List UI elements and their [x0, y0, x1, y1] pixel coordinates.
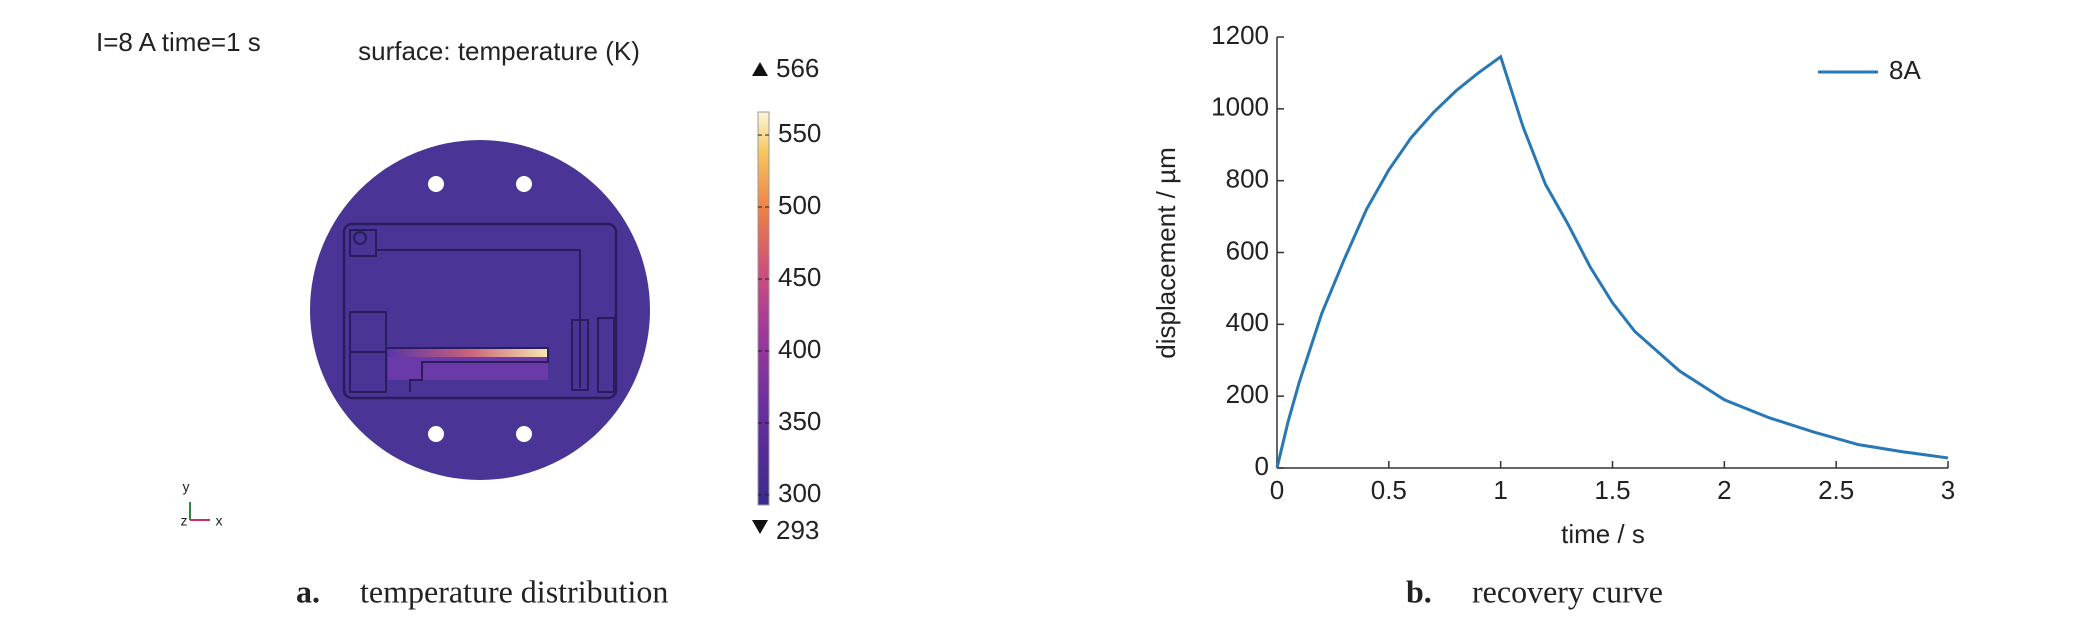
- data-line: [1275, 54, 1949, 469]
- colorbar: [757, 111, 770, 506]
- panel-label: a.: [296, 573, 320, 609]
- max-label: 566: [776, 53, 819, 83]
- panel-label: b.: [1406, 573, 1432, 609]
- triad-label: y: [183, 479, 190, 495]
- colorbar-tick-label: 500: [778, 190, 821, 220]
- annotation: I=8 A time=1 s: [96, 27, 261, 57]
- y-tick-label: 400: [1226, 307, 1269, 337]
- x-tick-label: 2.5: [1818, 475, 1854, 505]
- caption: temperature distribution: [360, 573, 668, 609]
- y-tick-label: 1000: [1211, 92, 1269, 122]
- colorbar-tick-label: 450: [778, 262, 821, 292]
- x-axis-label: time / s: [1561, 519, 1645, 549]
- x-tick-label: 1: [1493, 475, 1507, 505]
- device: [310, 140, 650, 480]
- legend-label: 8A: [1889, 55, 1921, 85]
- min-marker: [752, 520, 768, 534]
- y-tick-label: 600: [1226, 235, 1269, 265]
- triad-label: x: [216, 513, 223, 529]
- y-tick-label: 200: [1226, 379, 1269, 409]
- x-tick-label: 1.5: [1594, 475, 1630, 505]
- min-label: 293: [776, 515, 819, 545]
- colorbar-tick-label: 550: [778, 118, 821, 148]
- y-tick-label: 0: [1255, 451, 1269, 481]
- y-axis-label: displacement / µm: [1151, 147, 1181, 359]
- colorbar-tick-label: 300: [778, 478, 821, 508]
- caption: recovery curve: [1472, 573, 1663, 609]
- triad-label: z: [181, 513, 188, 529]
- x-tick-label: 0: [1270, 475, 1284, 505]
- colorbar-title: surface: temperature (K): [358, 36, 640, 66]
- y-tick-label: 1200: [1211, 20, 1269, 50]
- max-marker: [752, 62, 768, 76]
- colorbar-tick-label: 350: [778, 406, 821, 436]
- x-tick-label: 2: [1717, 475, 1731, 505]
- colorbar-tick-label: 400: [778, 334, 821, 364]
- y-tick-label: 800: [1226, 164, 1269, 194]
- x-tick-label: 3: [1941, 475, 1955, 505]
- x-tick-label: 0.5: [1371, 475, 1407, 505]
